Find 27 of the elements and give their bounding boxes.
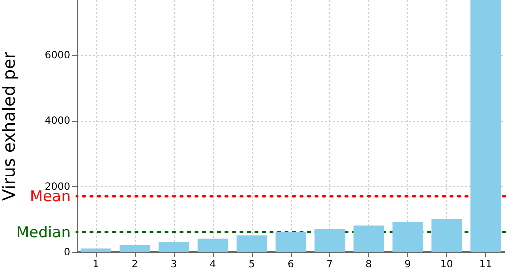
bar [158, 242, 190, 252]
x-tick-label: 4 [210, 260, 216, 270]
y-tick-label: 6000 [45, 50, 70, 62]
x-tick-label: 9 [404, 260, 412, 270]
x-tick-label: 6 [288, 260, 294, 270]
bar [354, 226, 384, 252]
x-tick-label: 8 [366, 260, 372, 270]
y-tick-label: 4000 [45, 116, 70, 128]
x-tick-label: 1 [92, 260, 100, 270]
x-tick-label: 10 [440, 260, 454, 270]
x-tick-label: 11 [480, 260, 492, 270]
bar [470, 0, 502, 252]
x-tick-label: 2 [132, 260, 138, 270]
x-tick-label: 5 [248, 260, 256, 270]
ref-line-label: Median [16, 223, 71, 242]
bar [198, 238, 228, 252]
bar [276, 232, 306, 252]
bar [432, 219, 462, 252]
y-tick-label: 0 [64, 248, 70, 258]
bar [314, 229, 346, 252]
x-tick-label: 3 [170, 260, 178, 270]
y-axis-title: Virus exhaled per [0, 52, 20, 202]
bar [392, 222, 424, 252]
bar [80, 248, 112, 252]
x-tick-label: 7 [326, 260, 334, 270]
bar [120, 245, 150, 252]
bar [236, 236, 268, 252]
